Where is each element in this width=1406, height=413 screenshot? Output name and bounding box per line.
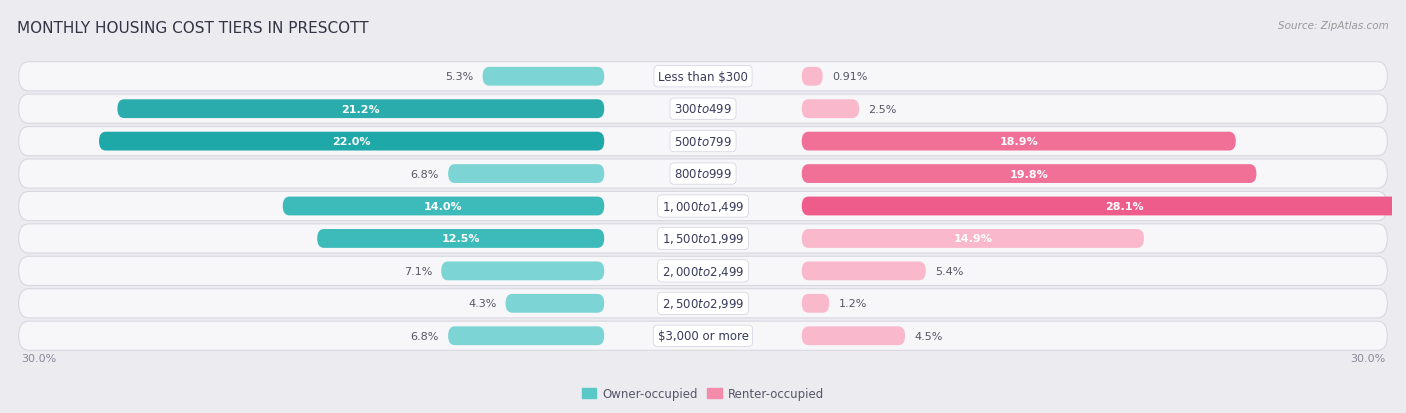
FancyBboxPatch shape	[801, 262, 925, 280]
Text: $2,000 to $2,499: $2,000 to $2,499	[662, 264, 744, 278]
FancyBboxPatch shape	[801, 230, 1144, 248]
Text: 12.5%: 12.5%	[441, 234, 479, 244]
Legend: Owner-occupied, Renter-occupied: Owner-occupied, Renter-occupied	[578, 382, 828, 405]
FancyBboxPatch shape	[283, 197, 605, 216]
Text: 5.4%: 5.4%	[935, 266, 963, 276]
FancyBboxPatch shape	[18, 321, 1388, 351]
Text: 22.0%: 22.0%	[332, 137, 371, 147]
FancyBboxPatch shape	[801, 197, 1406, 216]
Text: 6.8%: 6.8%	[411, 331, 439, 341]
Text: $500 to $799: $500 to $799	[673, 135, 733, 148]
Text: $800 to $999: $800 to $999	[673, 168, 733, 180]
FancyBboxPatch shape	[18, 127, 1388, 157]
Text: 5.3%: 5.3%	[446, 72, 474, 82]
FancyBboxPatch shape	[318, 230, 605, 248]
FancyBboxPatch shape	[482, 68, 605, 86]
FancyBboxPatch shape	[117, 100, 605, 119]
FancyBboxPatch shape	[801, 294, 830, 313]
FancyBboxPatch shape	[18, 256, 1388, 286]
Text: 14.0%: 14.0%	[425, 202, 463, 211]
FancyBboxPatch shape	[449, 165, 605, 183]
FancyBboxPatch shape	[441, 262, 605, 280]
FancyBboxPatch shape	[98, 133, 605, 151]
Text: 18.9%: 18.9%	[1000, 137, 1038, 147]
Text: 30.0%: 30.0%	[21, 353, 56, 363]
FancyBboxPatch shape	[18, 62, 1388, 92]
Text: 28.1%: 28.1%	[1105, 202, 1143, 211]
Text: 0.91%: 0.91%	[832, 72, 868, 82]
Text: 7.1%: 7.1%	[404, 266, 432, 276]
Text: 1.2%: 1.2%	[838, 299, 868, 309]
Text: 19.8%: 19.8%	[1010, 169, 1049, 179]
Text: 14.9%: 14.9%	[953, 234, 993, 244]
FancyBboxPatch shape	[506, 294, 605, 313]
FancyBboxPatch shape	[801, 100, 859, 119]
FancyBboxPatch shape	[18, 95, 1388, 124]
Text: 6.8%: 6.8%	[411, 169, 439, 179]
Text: MONTHLY HOUSING COST TIERS IN PRESCOTT: MONTHLY HOUSING COST TIERS IN PRESCOTT	[17, 21, 368, 36]
FancyBboxPatch shape	[801, 327, 905, 345]
Text: $300 to $499: $300 to $499	[673, 103, 733, 116]
FancyBboxPatch shape	[801, 133, 1236, 151]
Text: $2,500 to $2,999: $2,500 to $2,999	[662, 297, 744, 311]
FancyBboxPatch shape	[18, 289, 1388, 318]
FancyBboxPatch shape	[449, 327, 605, 345]
Text: 2.5%: 2.5%	[869, 104, 897, 114]
FancyBboxPatch shape	[18, 192, 1388, 221]
Text: Source: ZipAtlas.com: Source: ZipAtlas.com	[1278, 21, 1389, 31]
Text: 21.2%: 21.2%	[342, 104, 380, 114]
Text: 4.3%: 4.3%	[468, 299, 496, 309]
Text: $1,500 to $1,999: $1,500 to $1,999	[662, 232, 744, 246]
Text: Less than $300: Less than $300	[658, 71, 748, 83]
Text: $1,000 to $1,499: $1,000 to $1,499	[662, 199, 744, 214]
FancyBboxPatch shape	[18, 224, 1388, 254]
Text: 30.0%: 30.0%	[1350, 353, 1385, 363]
FancyBboxPatch shape	[18, 159, 1388, 189]
FancyBboxPatch shape	[801, 165, 1257, 183]
Text: 4.5%: 4.5%	[914, 331, 942, 341]
FancyBboxPatch shape	[801, 68, 823, 86]
Text: $3,000 or more: $3,000 or more	[658, 330, 748, 342]
